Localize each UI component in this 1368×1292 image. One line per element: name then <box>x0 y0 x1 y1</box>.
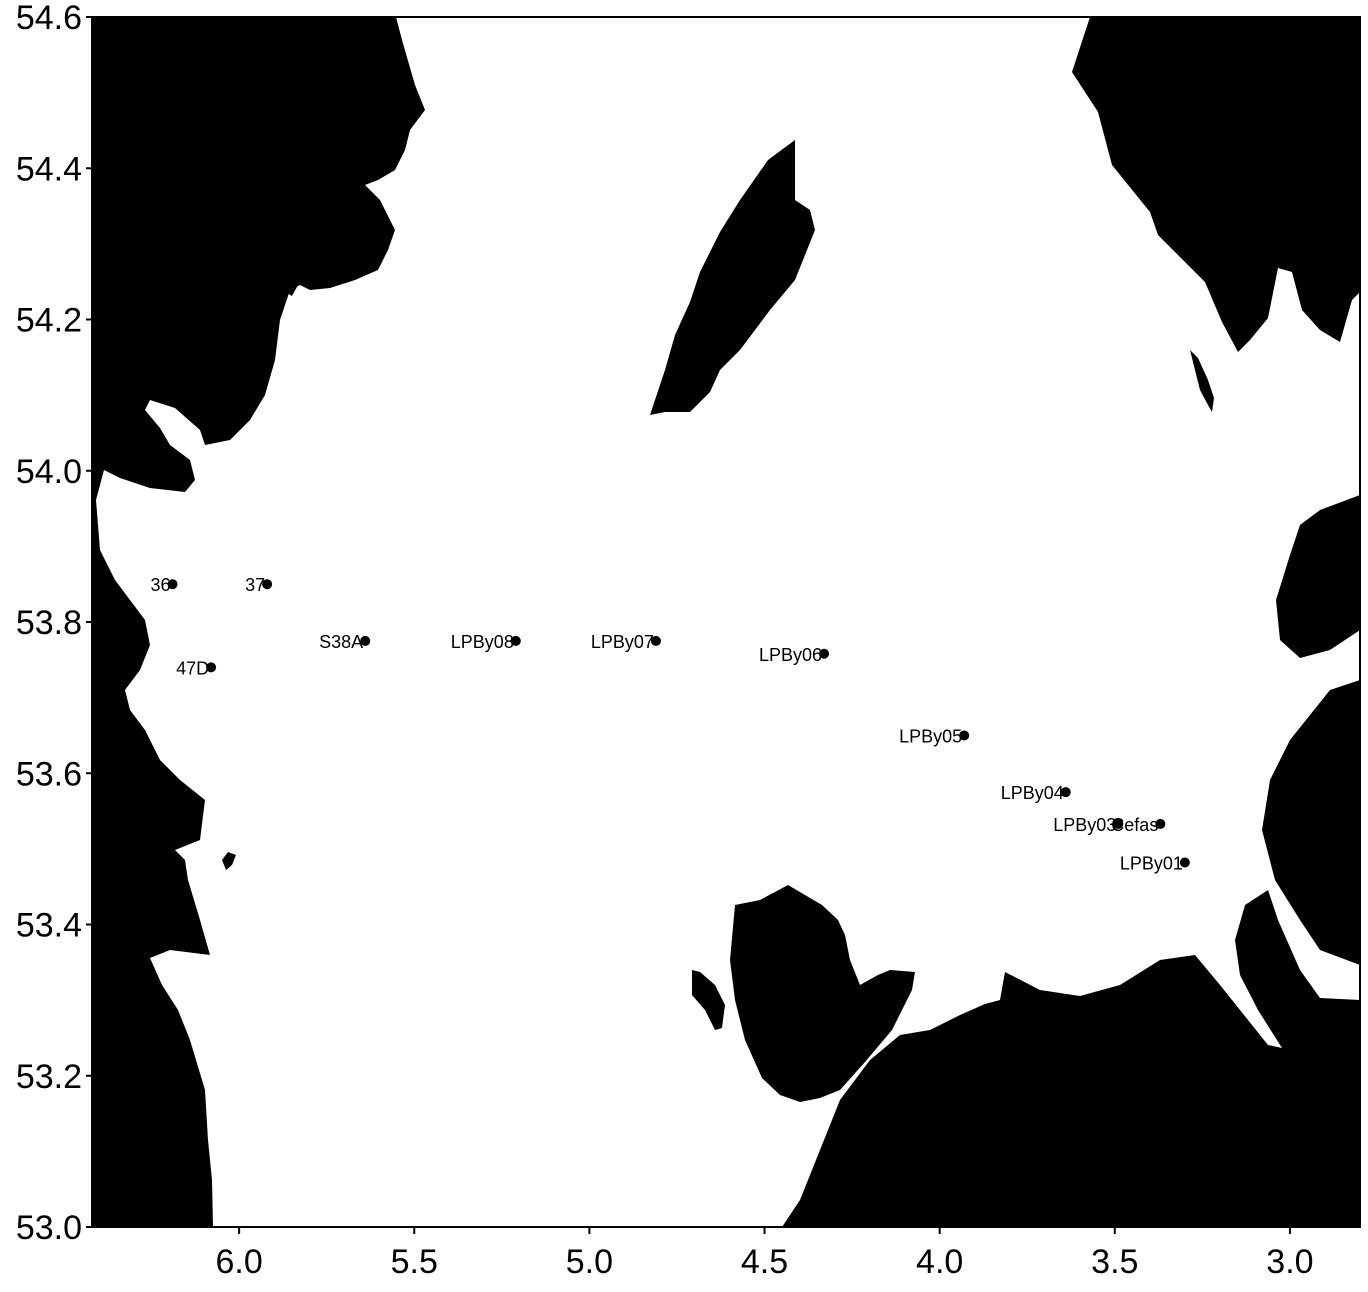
y-tick-label: 53.0 <box>16 1209 82 1247</box>
station-point <box>1113 818 1124 829</box>
station-label: 47D <box>176 658 209 678</box>
island-northwest-spit <box>322 40 395 185</box>
station-point <box>360 635 371 646</box>
station-label: Cefas <box>1111 815 1158 835</box>
islet-west-small <box>222 852 236 870</box>
station-point <box>959 730 970 741</box>
station-points: 36 37 S38A 47D LPBy08 LPBy07 LPBy06 LPBy05 LPBy0… <box>151 575 1190 873</box>
y-tick-label: 53.4 <box>16 907 82 945</box>
islet-east-spit <box>1190 350 1214 412</box>
y-tick-label: 54.2 <box>16 302 82 340</box>
island-south-central <box>730 885 915 1102</box>
x-tick-label: 4.0 <box>916 1243 963 1281</box>
x-tick-label: 3.0 <box>1266 1243 1313 1281</box>
x-tick-label: 3.5 <box>1091 1243 1138 1281</box>
x-axis: 6.0 5.5 5.0 4.5 4.0 3.5 3.0 <box>215 1227 1314 1281</box>
station-point <box>167 579 178 590</box>
station-label: LPBy01 <box>1120 853 1183 873</box>
station-label: LPBy04 <box>1001 783 1064 803</box>
islet-northwest-notch <box>282 272 298 296</box>
station-label: LPBy03 <box>1053 815 1116 835</box>
station-point <box>819 648 830 659</box>
station-label: S38A <box>319 632 363 652</box>
station-point <box>1155 818 1166 829</box>
y-tick-label: 54.0 <box>16 453 82 491</box>
island-north <box>650 140 815 415</box>
x-tick-label: 5.0 <box>566 1243 613 1281</box>
station-label: LPBy05 <box>899 726 962 746</box>
y-tick-label: 53.8 <box>16 604 82 642</box>
station-label: LPBy07 <box>591 632 654 652</box>
y-tick-label: 54.4 <box>16 150 82 188</box>
y-tick-label: 53.2 <box>16 1058 82 1096</box>
station-label: LPBy08 <box>451 632 514 652</box>
y-tick-label: 53.6 <box>16 755 82 793</box>
station-point <box>650 635 661 646</box>
y-tick-label: 54.6 <box>16 0 82 37</box>
station-point <box>1060 787 1071 798</box>
sea-area <box>96 17 1360 1227</box>
x-tick-label: 5.5 <box>391 1243 438 1281</box>
station-point <box>1179 857 1190 868</box>
x-tick-label: 6.0 <box>215 1243 262 1281</box>
station-label: 36 <box>151 575 171 595</box>
x-tick-label: 4.5 <box>741 1243 788 1281</box>
station-point <box>510 635 521 646</box>
map-plot-area <box>92 17 1360 1227</box>
islet-south-small <box>692 970 725 1030</box>
y-axis: 53.0 53.2 53.4 53.6 53.8 54.0 54.2 54.4 54.6 <box>16 0 92 1247</box>
station-label: 37 <box>245 575 265 595</box>
station-label: LPBy06 <box>759 645 822 665</box>
station-point <box>262 579 273 590</box>
station-point <box>206 662 217 673</box>
